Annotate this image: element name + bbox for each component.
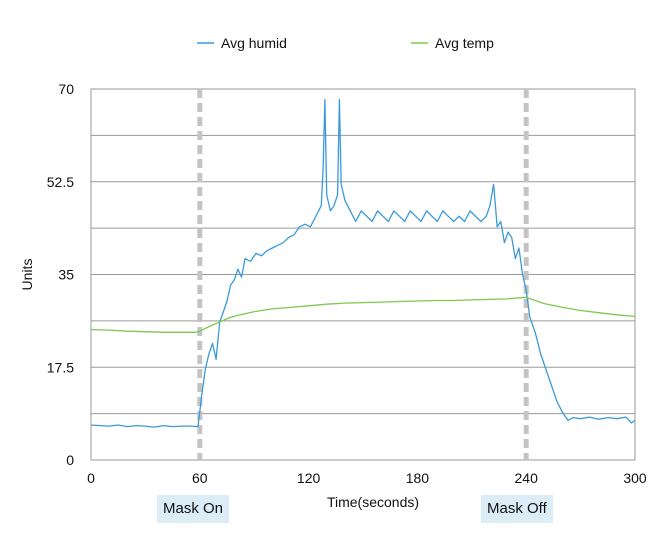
marker-layer <box>197 89 529 460</box>
y-tick-label: 17.5 <box>47 359 74 375</box>
y-tick-label: 0 <box>66 452 74 468</box>
legend: Avg humid Avg temp <box>197 35 494 51</box>
x-tick-label: 60 <box>192 470 208 486</box>
x-tick-label: 120 <box>297 470 321 486</box>
y-tick-label: 70 <box>58 81 74 97</box>
y-axis-title: Units <box>19 259 35 291</box>
x-axis-title: Time(seconds) <box>327 494 419 510</box>
series-line-avg-temp <box>90 296 636 333</box>
x-tick-label: 0 <box>87 470 95 486</box>
legend-label: Avg temp <box>435 35 494 51</box>
x-tick-label: 240 <box>515 470 539 486</box>
y-tick-label: 52.5 <box>47 174 74 190</box>
series-layer <box>90 98 636 428</box>
legend-label: Avg humid <box>221 35 287 51</box>
grid-layer <box>90 88 636 461</box>
marker-label: Mask On <box>157 495 230 523</box>
axis-layer: 0 17.5 35 52.5 70 0 60 120 180 240 300 Time(seconds… <box>19 81 647 510</box>
x-tick-label: 180 <box>406 470 430 486</box>
series-line-avg-humid <box>90 98 636 428</box>
marker-label: Mask Off <box>481 495 553 523</box>
y-tick-label: 35 <box>58 267 74 283</box>
x-tick-label: 300 <box>623 470 647 486</box>
